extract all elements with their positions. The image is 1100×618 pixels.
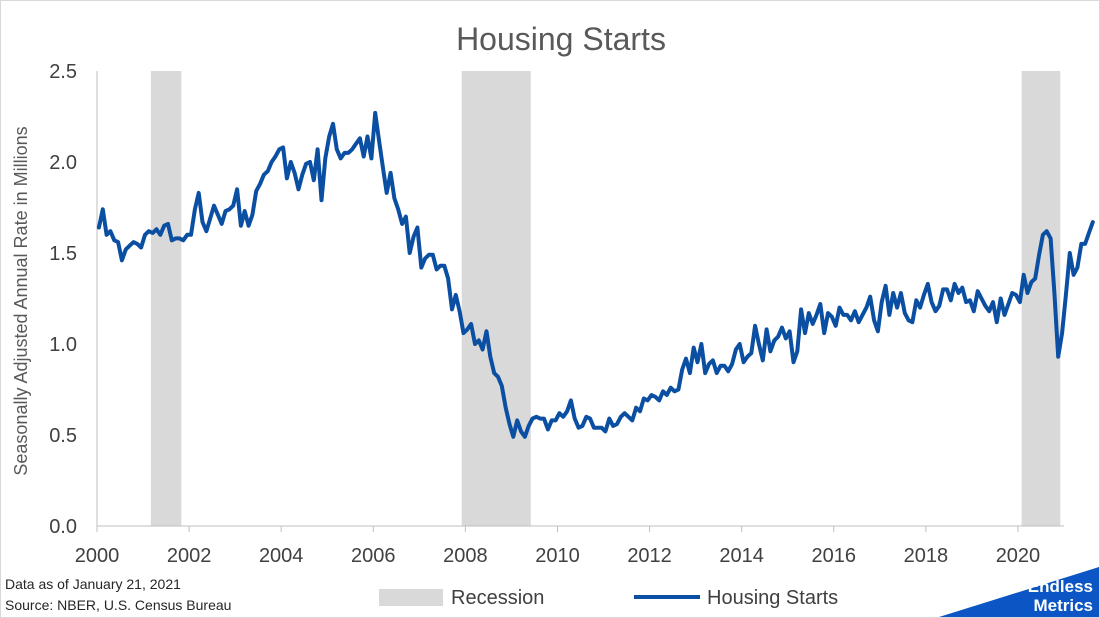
legend-label-recession: Recession bbox=[451, 587, 544, 609]
series-line-housing-starts bbox=[96, 110, 1095, 439]
x-tick-label: 2008 bbox=[443, 545, 488, 567]
logo-triangle bbox=[939, 567, 1099, 617]
y-tick-label: 2.0 bbox=[49, 152, 77, 174]
x-tick-label: 2010 bbox=[535, 545, 580, 567]
legend: Recession Housing Starts bbox=[379, 587, 838, 609]
legend-label-housing-starts: Housing Starts bbox=[707, 587, 838, 609]
x-tick-label: 2000 bbox=[75, 545, 120, 567]
axis-ticks: 2000 2002 2004 2006 2008 2010 2012 2014 2016 2018… bbox=[49, 61, 1040, 567]
y-tick-label: 1.5 bbox=[49, 243, 77, 265]
x-tick-label: 2002 bbox=[167, 545, 212, 567]
x-tick-label: 2020 bbox=[996, 545, 1041, 567]
y-axis-label: Seasonally Adjusted Annual Rate in Milli… bbox=[11, 126, 31, 475]
source-note: Source: NBER, U.S. Census Bureau bbox=[5, 597, 232, 613]
recession-band bbox=[150, 71, 182, 526]
x-tick-label: 2016 bbox=[812, 545, 857, 567]
x-tick-label: 2018 bbox=[904, 545, 949, 567]
x-tick-label: 2006 bbox=[351, 545, 396, 567]
y-tick-label: 2.5 bbox=[49, 61, 77, 83]
y-tick-label: 0.0 bbox=[49, 516, 77, 538]
logo-text-line1: Endless bbox=[1028, 577, 1093, 596]
x-tick-label: 2004 bbox=[259, 545, 304, 567]
x-tick-label: 2012 bbox=[627, 545, 672, 567]
recession-band bbox=[461, 71, 531, 526]
data-as-of-note: Data as of January 21, 2021 bbox=[5, 576, 181, 592]
endless-metrics-logo: Endless Metrics bbox=[939, 567, 1099, 617]
legend-swatch-recession bbox=[379, 589, 443, 606]
y-tick-label: 0.5 bbox=[49, 425, 77, 447]
x-tick-label: 2014 bbox=[719, 545, 764, 567]
logo-text-line2: Metrics bbox=[1033, 596, 1093, 615]
chart-title: Housing Starts bbox=[456, 21, 666, 57]
y-tick-label: 1.0 bbox=[49, 334, 77, 356]
